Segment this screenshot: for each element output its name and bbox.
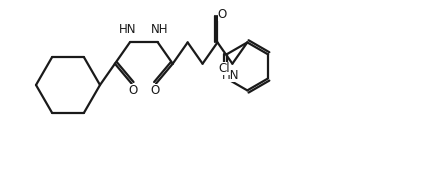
Text: Cl: Cl bbox=[219, 62, 230, 75]
Text: NH: NH bbox=[151, 23, 169, 36]
Text: O: O bbox=[128, 84, 137, 97]
Text: O: O bbox=[218, 8, 227, 21]
Text: HN: HN bbox=[119, 23, 136, 36]
Text: HN: HN bbox=[222, 69, 239, 82]
Text: O: O bbox=[150, 84, 160, 97]
